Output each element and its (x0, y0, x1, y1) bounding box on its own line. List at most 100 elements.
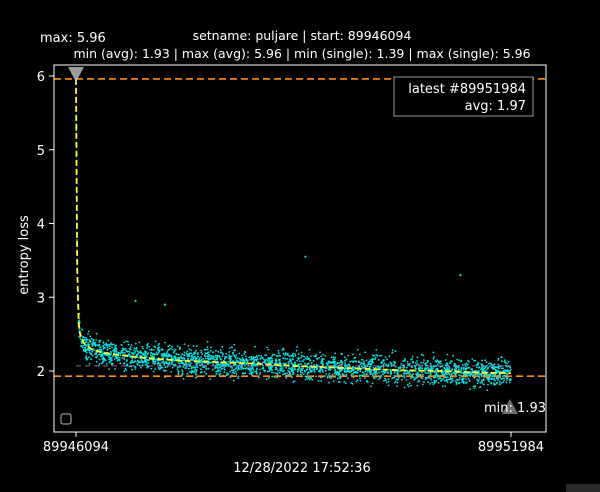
scatter-point (130, 344, 133, 346)
scatter-point (114, 349, 117, 351)
scatter-point (384, 377, 386, 380)
scatter-point (405, 366, 408, 369)
scatter-point (122, 349, 124, 352)
scatter-point (439, 360, 441, 363)
scatter-point (94, 352, 96, 355)
y-tick-label: 4 (37, 218, 45, 233)
scatter-point (443, 376, 446, 379)
scatter-point (208, 358, 211, 361)
scatter-point (483, 367, 485, 370)
scatter-point (208, 354, 211, 356)
scatter-point (216, 354, 219, 357)
scatter-point (158, 342, 161, 345)
scatter-point (384, 371, 387, 374)
scatter-point (212, 363, 215, 366)
scatter-point (364, 351, 367, 354)
scatter-point (195, 345, 198, 348)
scatter-point (165, 360, 167, 363)
scatter-point (183, 358, 186, 361)
scatter-point (403, 375, 405, 377)
scatter-point (425, 362, 428, 364)
scatter-point (349, 360, 352, 363)
scatter-point (114, 358, 116, 360)
scatter-point (279, 367, 282, 370)
scatter-point (265, 354, 267, 357)
scatter-point (146, 347, 149, 350)
scatter-point (432, 383, 435, 386)
legend-checkbox[interactable] (60, 413, 72, 425)
scatter-point (371, 382, 374, 385)
scatter-point (127, 340, 129, 343)
scatter-point (88, 356, 90, 359)
min-marker-label: min: 1.93 (484, 401, 546, 416)
scatter-point (153, 354, 156, 356)
scatter-point (133, 347, 136, 350)
scatter-point (222, 353, 224, 355)
scatter-point (424, 371, 427, 374)
scatter-point (356, 379, 359, 381)
scatter-point (499, 383, 501, 385)
scatter-point (87, 342, 89, 344)
scatter-point (98, 348, 101, 351)
scatter-point (301, 372, 304, 374)
scatter-point (236, 360, 239, 363)
scatter-point (85, 349, 88, 352)
scatter-point (497, 376, 499, 379)
scatter-point (200, 356, 203, 358)
scatter-point (146, 345, 149, 347)
scatter-point (197, 352, 199, 354)
scatter-point (168, 344, 171, 347)
scatter-point (147, 366, 150, 368)
scatter-point (407, 372, 410, 375)
scatter-point (333, 362, 335, 365)
scatter-point (378, 371, 380, 374)
scatter-point (206, 340, 209, 343)
scatter-point (271, 369, 273, 371)
scatter-point (134, 360, 137, 363)
scatter-point (243, 359, 245, 362)
scatter-point (291, 368, 294, 371)
scatter-point (207, 367, 210, 370)
scatter-point (164, 366, 167, 369)
scatter-point (233, 343, 236, 346)
scatter-point (156, 362, 159, 365)
y-tick-label: 3 (37, 291, 45, 306)
scatter-point (200, 359, 202, 362)
outlier-point (134, 299, 137, 303)
scatter-point (216, 364, 219, 367)
scatter-point (173, 365, 176, 367)
scatter-point (505, 379, 508, 381)
scatter-point (283, 369, 285, 372)
scatter-point (116, 356, 119, 359)
scatter-point (194, 357, 197, 360)
scatter-point (382, 373, 385, 376)
scatter-point (218, 364, 221, 366)
scatter-point (186, 363, 188, 366)
scatter-point (247, 367, 250, 370)
scatter-point (188, 362, 190, 364)
scatter-point (331, 361, 334, 363)
scatter-point (494, 369, 497, 371)
scatter-point (228, 355, 231, 358)
scatter-point (446, 353, 449, 356)
scatter-point (407, 364, 409, 367)
scatter-point (111, 355, 114, 358)
scatter-point (352, 369, 355, 372)
scatter-point (304, 362, 306, 365)
scatter-point (438, 377, 441, 380)
scatter-point (410, 384, 412, 387)
scatter-point (102, 341, 105, 344)
scatter-point (183, 354, 186, 357)
scatter-point (95, 356, 97, 359)
scatter-point (140, 352, 143, 354)
scatter-point (394, 350, 397, 352)
scatter-point (335, 373, 338, 376)
legend-line-1: latest #89951984 (408, 82, 526, 97)
scatter-point (375, 370, 377, 373)
y-axis-label: entropy loss (17, 215, 32, 295)
scatter-point (281, 367, 284, 370)
scatter-point (440, 380, 442, 382)
scatter-point (172, 351, 175, 354)
scatter-point (214, 359, 217, 361)
scatter-point (237, 377, 239, 380)
